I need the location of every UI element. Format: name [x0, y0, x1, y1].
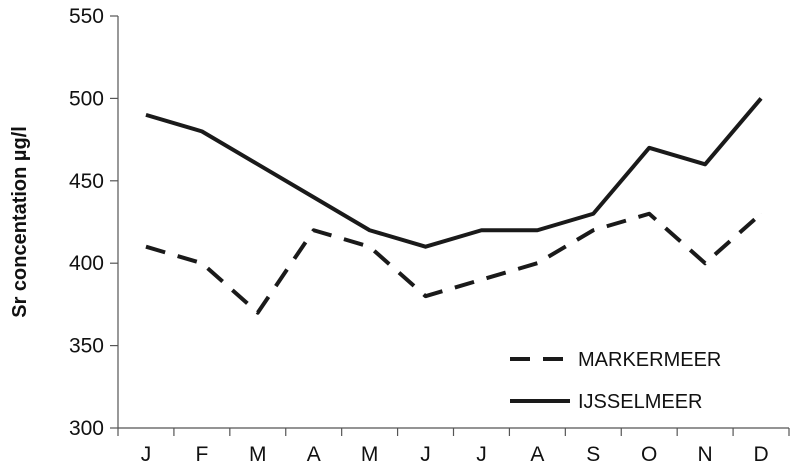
x-tick-label: M — [249, 443, 267, 466]
x-tick-label: N — [698, 443, 713, 466]
x-tick-label: M — [361, 443, 379, 466]
x-tick-label: S — [586, 443, 600, 466]
x-tick-label: F — [195, 443, 208, 466]
x-tick-label: J — [476, 443, 487, 466]
y-tick-label: 300 — [69, 417, 104, 440]
y-tick-label: 500 — [69, 87, 104, 110]
legend-label-markermeer: MARKERMEER — [578, 349, 721, 371]
x-tick-label: O — [641, 443, 657, 466]
y-tick-label: 550 — [69, 5, 104, 28]
x-tick-label: A — [307, 443, 321, 466]
y-axis-ticks: 300 350 400 450 500 550 — [69, 5, 118, 440]
y-tick-label: 400 — [69, 252, 104, 275]
legend: MARKERMEER IJSSELMEER — [510, 349, 721, 413]
y-tick-label: 350 — [69, 335, 104, 358]
x-tick-label: J — [141, 443, 152, 466]
y-axis-label: Sr concentation µg/l — [9, 126, 31, 318]
y-tick-label: 450 — [69, 170, 104, 193]
x-tick-label: D — [753, 443, 768, 466]
series-layer — [145, 97, 763, 315]
x-tick-label: A — [530, 443, 544, 466]
series-line-markermeer — [145, 211, 763, 315]
series-line-ijsselmeer — [145, 97, 763, 249]
legend-label-ijsselmeer: IJSSELMEER — [578, 391, 702, 413]
x-tick-label: J — [420, 443, 431, 466]
